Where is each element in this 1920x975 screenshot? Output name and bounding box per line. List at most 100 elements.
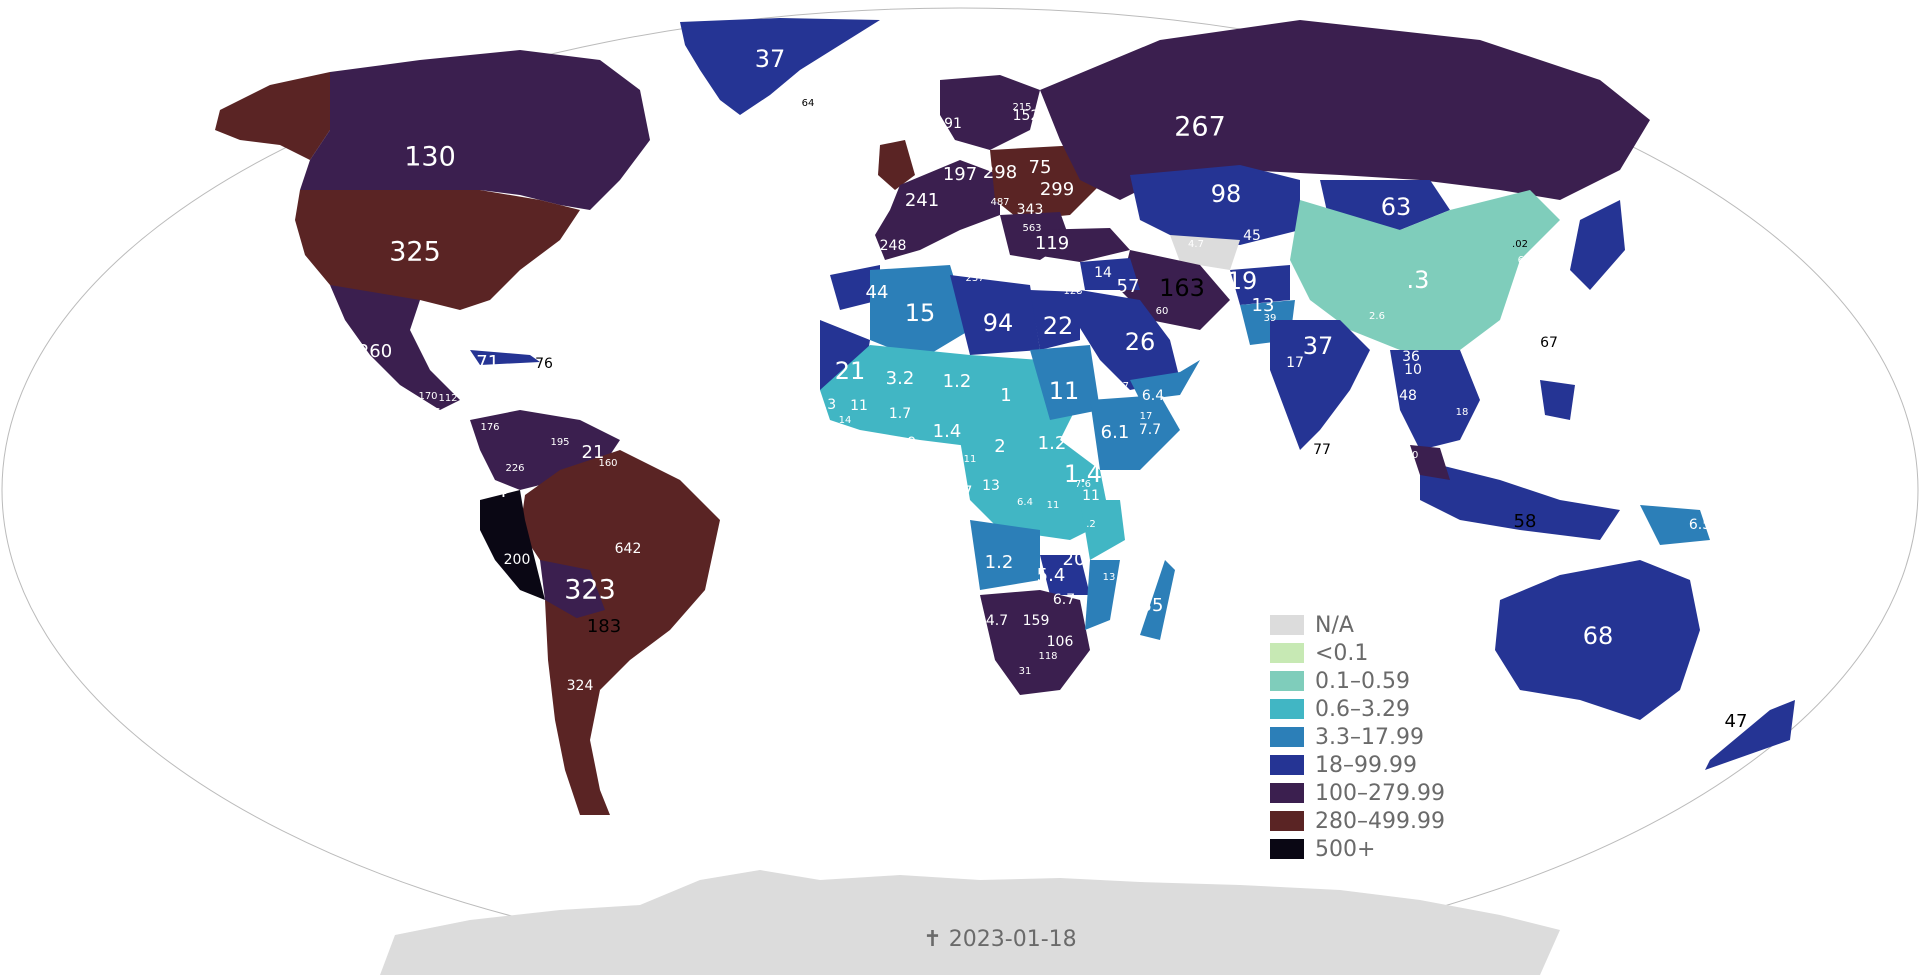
region-philippines	[1540, 380, 1575, 420]
country-value-label: 3.2	[916, 450, 932, 461]
region-mexico	[330, 285, 460, 410]
country-value-label: 5.5	[869, 438, 885, 449]
legend-label: 18–99.99	[1315, 753, 1417, 778]
country-value-label: 44	[1484, 393, 1502, 409]
region-caribbean	[470, 350, 540, 365]
country-value-label: 57	[1117, 276, 1140, 297]
region-russia	[1040, 20, 1650, 200]
region-greenland	[680, 18, 880, 115]
country-value-label: .2	[1086, 519, 1096, 530]
region-afghanistan	[1230, 265, 1290, 305]
country-value-label: 324	[567, 678, 594, 694]
country-value-label: 1.2	[1038, 433, 1067, 454]
country-value-label: 298	[983, 162, 1017, 183]
country-value-label: 118	[1038, 651, 1057, 662]
country-value-label: 176	[480, 422, 499, 433]
country-value-label: 11	[1082, 488, 1100, 504]
country-value-label: 67	[1540, 335, 1558, 351]
region-antarctica	[380, 870, 1560, 975]
legend-label: N/A	[1315, 613, 1354, 638]
country-value-label: 39	[494, 381, 507, 392]
country-value-label: 6.4	[1017, 497, 1033, 508]
country-value-label: 1.4	[933, 421, 962, 442]
country-value-label: 195	[550, 437, 569, 448]
country-value-label: 25	[1181, 330, 1194, 341]
country-value-label: 642	[615, 541, 642, 557]
country-value-label: 318	[882, 121, 909, 137]
country-value-label: 3.2	[886, 368, 915, 389]
country-value-label: 1.7	[889, 406, 911, 422]
legend-swatch	[1270, 643, 1304, 663]
country-value-label: 2.7	[1113, 381, 1129, 392]
legend-label: 3.3–17.99	[1315, 725, 1424, 750]
region-central-africa	[960, 440, 1110, 540]
country-value-label: 18	[1456, 407, 1469, 418]
country-value-label: 2	[994, 436, 1005, 457]
country-value-label: 299	[1040, 179, 1074, 200]
region-india	[1270, 320, 1370, 450]
country-value-label: 163	[1159, 274, 1205, 302]
country-value-label: 10	[1574, 540, 1587, 551]
country-value-label: 76	[535, 356, 553, 372]
country-value-label: 14	[1094, 265, 1112, 281]
country-value-label: 6.7	[1053, 592, 1075, 608]
country-value-label: 44	[866, 282, 889, 303]
country-value-label: 4.7	[986, 613, 1008, 629]
country-value-label: 11	[1047, 500, 1060, 511]
country-value-label: 7.4	[446, 377, 462, 388]
legend-label: <0.1	[1315, 641, 1368, 666]
region-saudi	[1075, 290, 1180, 390]
legend-label: 500+	[1315, 837, 1375, 862]
country-value-label: 563	[1022, 223, 1041, 234]
country-value-label: 51	[1621, 253, 1644, 274]
region-madagascar	[1140, 560, 1175, 640]
region-mozambique	[1085, 560, 1120, 630]
legend-label: 100–279.99	[1315, 781, 1445, 806]
country-value-label: 1.4	[835, 453, 851, 464]
country-labels: 1303252603764533181671372151529175298197…	[358, 45, 1748, 732]
region-australia	[1495, 560, 1700, 720]
region-china	[1290, 190, 1560, 350]
country-value-label: 11	[1049, 377, 1080, 405]
region-yemen-oman	[1130, 360, 1200, 400]
region-malaysia	[1410, 445, 1450, 480]
country-value-label: .3	[1407, 266, 1430, 294]
region-japan	[1570, 200, 1625, 290]
country-value-label: 200	[504, 552, 531, 568]
country-value-label: 31	[1019, 666, 1032, 677]
region-uk	[878, 140, 915, 190]
country-value-label: 171	[465, 352, 499, 373]
country-value-label: 94	[983, 309, 1014, 337]
country-value-label: 14	[839, 415, 852, 426]
region-east-africa	[1080, 500, 1125, 560]
country-value-label: 106	[421, 407, 440, 418]
country-value-label: 45	[1243, 228, 1261, 244]
country-value-label: 170	[418, 391, 437, 402]
country-value-label: 343	[1017, 202, 1044, 218]
region-zambia	[1040, 555, 1090, 595]
country-value-label: 48	[1399, 388, 1417, 404]
country-value-label: 274	[473, 481, 507, 502]
region-indonesia	[1420, 460, 1620, 540]
country-value-label: 7.6	[1075, 479, 1091, 490]
country-value-label: 37	[1303, 332, 1334, 360]
country-value-label: 286	[610, 676, 644, 697]
country-value-label: 315	[960, 240, 987, 256]
country-value-label: 1.2	[943, 371, 972, 392]
date-note: ✝ 2023-01-18	[923, 927, 1076, 952]
region-turkmenistan-na	[1170, 235, 1240, 270]
country-value-label: 335	[1005, 263, 1032, 279]
country-value-label: 37	[755, 45, 786, 73]
country-value-label: 128	[1063, 286, 1082, 297]
country-value-label: 11	[850, 398, 868, 414]
country-value-label: 260	[358, 341, 392, 362]
legend-swatch	[1270, 615, 1304, 635]
country-value-label: 325	[389, 237, 441, 268]
region-egypt	[1030, 290, 1080, 350]
country-value-label: 1	[1000, 385, 1011, 406]
globe-outline	[1, 7, 1919, 973]
country-value-label: 159	[1023, 613, 1050, 629]
country-value-label: 1.4	[1064, 460, 1102, 488]
region-new-zealand	[1705, 700, 1795, 770]
